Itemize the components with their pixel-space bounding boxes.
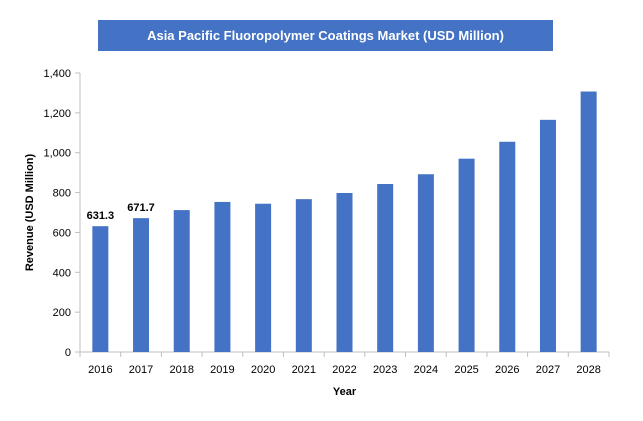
bar bbox=[580, 91, 597, 352]
y-tick-label: 1,000 bbox=[43, 148, 71, 160]
x-tick-label: 2026 bbox=[495, 364, 519, 376]
bar bbox=[214, 201, 231, 352]
bar bbox=[133, 218, 150, 352]
bar bbox=[295, 199, 312, 352]
y-tick-label: 1,200 bbox=[43, 108, 71, 120]
chart-title: Asia Pacific Fluoropolymer Coatings Mark… bbox=[98, 20, 553, 51]
x-tick-label: 2018 bbox=[169, 364, 193, 376]
x-tick-label: 2019 bbox=[210, 364, 234, 376]
bar bbox=[417, 174, 434, 352]
bar bbox=[377, 184, 394, 352]
x-tick-label: 2021 bbox=[292, 364, 316, 376]
data-label: 631.3 bbox=[87, 210, 115, 222]
y-tick-label: 400 bbox=[53, 267, 71, 279]
bar bbox=[92, 226, 109, 352]
x-tick-label: 2024 bbox=[414, 364, 438, 376]
bar bbox=[336, 192, 353, 352]
y-tick-label: 0 bbox=[65, 347, 71, 359]
y-tick-label: 600 bbox=[53, 227, 71, 239]
y-axis-title: Revenue (USD Million) bbox=[24, 153, 36, 271]
x-axis-title: Year bbox=[333, 386, 357, 398]
x-tick-label: 2022 bbox=[332, 364, 356, 376]
x-tick-label: 2027 bbox=[536, 364, 560, 376]
bar bbox=[499, 141, 516, 352]
bar bbox=[255, 203, 272, 352]
bar bbox=[173, 210, 190, 352]
y-tick-label: 800 bbox=[53, 188, 71, 200]
x-tick-label: 2016 bbox=[88, 364, 112, 376]
data-label: 671.7 bbox=[127, 202, 155, 214]
y-tick-label: 1,400 bbox=[43, 68, 71, 80]
x-tick-label: 2020 bbox=[251, 364, 275, 376]
x-tick-label: 2025 bbox=[454, 364, 478, 376]
x-tick-label: 2023 bbox=[373, 364, 397, 376]
bar bbox=[458, 158, 475, 352]
x-tick-label: 2017 bbox=[129, 364, 153, 376]
bar bbox=[539, 119, 556, 352]
x-tick-label: 2028 bbox=[576, 364, 600, 376]
y-tick-label: 200 bbox=[53, 307, 71, 319]
